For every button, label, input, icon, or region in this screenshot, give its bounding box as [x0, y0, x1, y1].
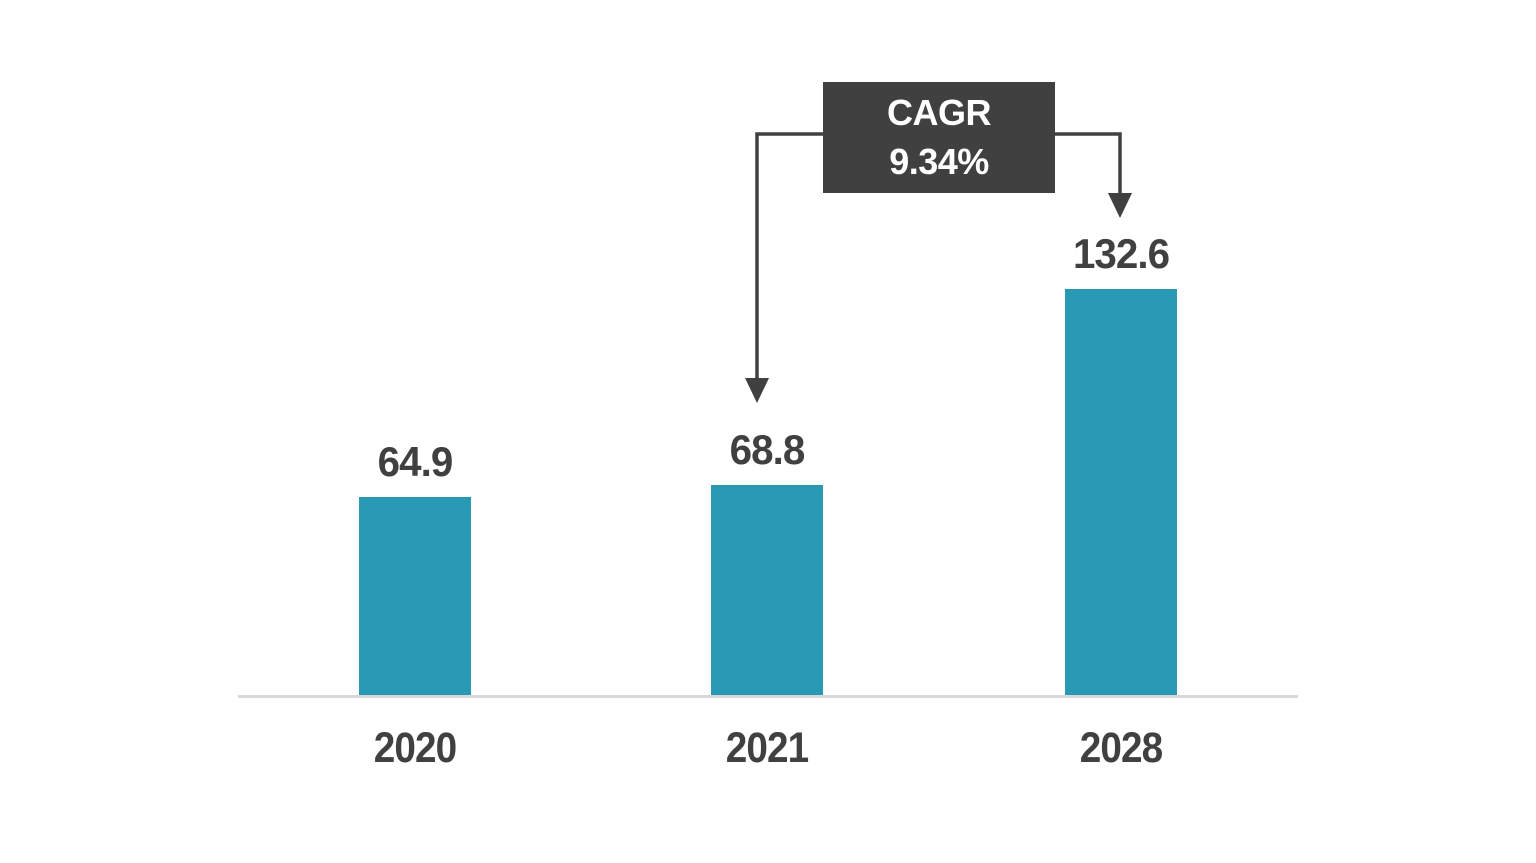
cagr-arrow-left-line	[755, 132, 823, 382]
bar-2020	[359, 497, 471, 696]
x-axis-label-2028: 2028	[1079, 724, 1163, 772]
x-axis-label-2020: 2020	[373, 724, 457, 772]
cagr-callout-value: 9.34%	[889, 140, 989, 182]
cagr-arrowhead-right	[1108, 193, 1132, 218]
bar-column-2028: 132.6	[1065, 233, 1177, 696]
bar-column-2021: 68.8	[711, 429, 823, 696]
cagr-arrowhead-left	[745, 378, 769, 403]
bar-value-label-2028: 132.6	[1072, 230, 1170, 277]
cagr-arrow-right-line	[1055, 132, 1122, 197]
bar-value-label-2020: 64.9	[377, 438, 454, 485]
bar-value-label-2021: 68.8	[729, 426, 806, 473]
bar-2028	[1065, 289, 1177, 696]
cagr-callout-title: CAGR	[887, 91, 992, 133]
cagr-callout-box: CAGR 9.34%	[823, 82, 1055, 193]
x-axis-line	[238, 695, 1298, 698]
x-axis-label-2021: 2021	[725, 724, 809, 772]
bar-2021	[711, 485, 823, 696]
bar-column-2020: 64.9	[359, 441, 471, 696]
